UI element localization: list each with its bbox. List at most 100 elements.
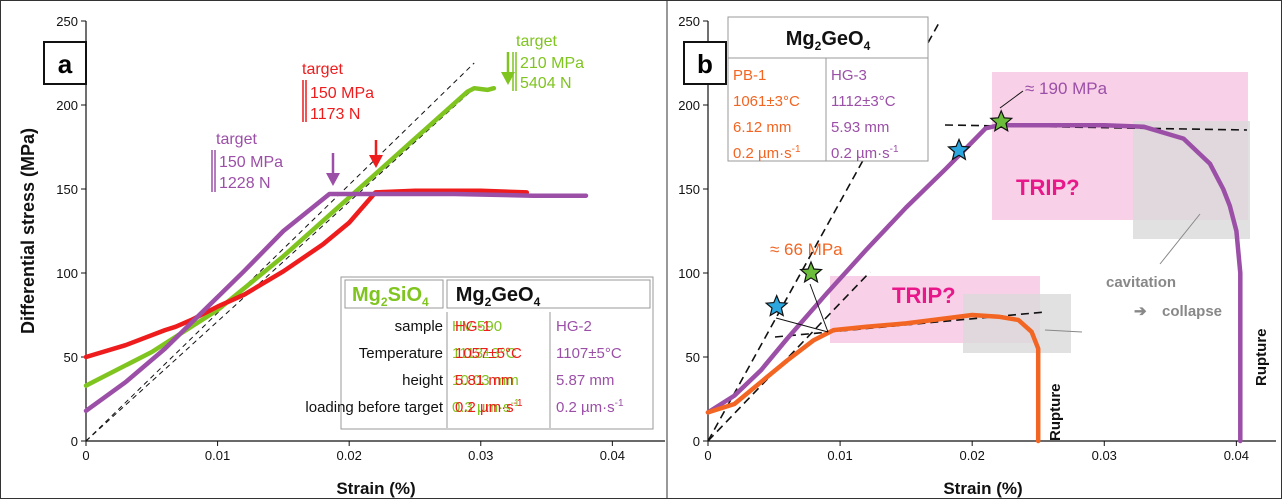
table-cell-exp: -1 xyxy=(792,144,801,155)
trip-label-lower: TRIP? xyxy=(892,283,956,308)
tangent-elastic-upper xyxy=(707,20,941,442)
cavitation-arrow: ➔ xyxy=(1134,303,1147,320)
series-line-pb-1 xyxy=(705,312,1041,444)
leader-cavitation-lower xyxy=(1044,329,1083,333)
annotation-red-arrow-head xyxy=(369,155,383,168)
table-cell-value: PB-1 xyxy=(733,67,766,84)
table-row-label: Temperature xyxy=(359,345,443,362)
th-b-b: GeO xyxy=(491,284,533,306)
y-tick-label: 0 xyxy=(693,434,700,449)
th-g-b: SiO xyxy=(388,284,422,306)
tangent-plateau-upper xyxy=(944,124,1248,131)
table-cell-value: 6.12 mm xyxy=(733,119,791,136)
star-marker xyxy=(946,137,971,161)
panel-b: 0 0.01 0.02 0.03 0.04 0 50 100 150 200 250 Strain… xyxy=(678,14,1276,498)
table-cell-value: 5.87 mm xyxy=(556,372,614,389)
table-cell-value: 1107±5°C xyxy=(556,345,622,362)
panel-letter: b xyxy=(697,49,713,79)
label-190-mpa: ≈ 190 MPa xyxy=(1025,79,1108,98)
annotation-green-stress: 210 MPa xyxy=(520,55,584,72)
x-axis-label: Strain (%) xyxy=(943,479,1022,498)
tb-sub: 2 xyxy=(815,39,822,53)
y-tick-label: 0 xyxy=(71,434,78,449)
annotation-green-force: 5404 N xyxy=(520,75,572,92)
star-marker xyxy=(989,109,1014,132)
y-tick-label: 50 xyxy=(686,350,700,365)
annotation-red-stress: 150 MPa xyxy=(310,85,374,102)
cavitation-label: cavitation xyxy=(1106,274,1176,291)
annotation-green: target 210 MPa 5404 N xyxy=(501,33,584,92)
x-tick-label: 0.02 xyxy=(960,448,985,463)
x-axis-label: Strain (%) xyxy=(336,479,415,498)
panel-letter: a xyxy=(58,49,73,79)
table-cell: 10.03 mm xyxy=(452,372,519,389)
y-tick-label: 250 xyxy=(56,14,78,29)
leader-66-a xyxy=(809,283,829,333)
table-cell-value: HG-1 xyxy=(455,318,491,335)
table-cell: 1107±5°C xyxy=(556,345,622,362)
table-cell-value: 0.2 µm·s xyxy=(733,145,792,162)
y-ticks: 0 50 100 150 200 250 xyxy=(56,14,86,449)
table-cell-value: 0.3 µm·s xyxy=(452,399,511,416)
table-cell: HG-1 xyxy=(455,318,491,335)
y-tick-label: 150 xyxy=(678,182,700,197)
table-cell-value: HG-2 xyxy=(556,318,592,335)
table-head-green: Mg2SiO4 xyxy=(352,284,429,309)
table-cell: 5.81 mm xyxy=(455,372,513,389)
table-head-green-box xyxy=(344,279,444,309)
cavitation-region-upper xyxy=(1133,121,1250,239)
x-tick-label: 0.03 xyxy=(1092,448,1117,463)
table-cell: 1112±3°C xyxy=(831,93,896,110)
x-ticks: 0 0.01 0.02 0.03 0.04 xyxy=(704,441,1249,463)
table-cell: 5.93 mm xyxy=(831,119,889,136)
annotation-purple-force: 1228 N xyxy=(219,175,271,192)
table-cell-value: 0.2 µm·s xyxy=(556,399,615,416)
table-head-black-box xyxy=(446,279,651,309)
th-b-mg: Mg xyxy=(456,284,485,306)
markers xyxy=(764,109,1014,317)
x-tick-label: 0 xyxy=(704,448,711,463)
table-cell-value: 1061±3°C xyxy=(733,93,800,110)
table-cell-exp: -1 xyxy=(511,398,520,409)
table-cell: 0.2 µm·s-1 xyxy=(733,144,801,162)
x-tick-label: 0.04 xyxy=(600,448,625,463)
table-cell-value: 5.93 mm xyxy=(831,119,889,136)
x-tick-label: 0.03 xyxy=(468,448,493,463)
star-marker xyxy=(764,294,789,317)
cavitation-region-lower xyxy=(963,294,1071,353)
leader-190 xyxy=(999,90,1024,109)
table-cell: HG-3 xyxy=(831,67,867,84)
y-tick-label: 150 xyxy=(56,182,78,197)
table-cell-exp: -1 xyxy=(890,144,899,155)
table-cell-value: 5.81 mm xyxy=(455,372,513,389)
y-tick-label: 100 xyxy=(56,266,78,281)
label-66-mpa: ≈ 66 MPa xyxy=(770,240,843,259)
reference-line xyxy=(85,62,475,442)
table-cell: 0.2 µm·s-1 xyxy=(831,144,899,162)
series-line-hg-1 xyxy=(83,188,530,360)
y-tick-label: 250 xyxy=(678,14,700,29)
table-cell-exp: -1 xyxy=(615,398,624,409)
table-cell: 0.2 µm·s-1 xyxy=(455,398,523,416)
th-g-mg: Mg xyxy=(352,284,381,306)
th-g-sub: 2 xyxy=(381,295,388,309)
table-row-label: loading before target xyxy=(305,399,443,416)
annotation-red-force: 1173 N xyxy=(310,106,360,123)
th-g-sub2: 4 xyxy=(422,295,429,309)
table-cell-value: 10.03 mm xyxy=(452,372,519,389)
table-cell-value: 0.2 µm·s xyxy=(831,145,890,162)
table-frame xyxy=(727,16,929,162)
trip-label-upper: TRIP? xyxy=(1016,175,1080,200)
y-ticks: 0 50 100 150 200 250 xyxy=(678,14,708,449)
table-cell: 1061±3°C xyxy=(733,93,800,110)
table-cell-value: HV-590 xyxy=(452,318,502,335)
x-tick-label: 0.04 xyxy=(1224,448,1249,463)
annotation-purple-stress: 150 MPa xyxy=(219,154,283,171)
annotation-red: target 150 MPa 1173 N xyxy=(302,61,383,168)
th-b-sub: 2 xyxy=(485,295,492,309)
table-cell: HG-2 xyxy=(556,318,592,335)
collapse-label: collapse xyxy=(1162,303,1222,320)
reference-line xyxy=(85,87,475,442)
